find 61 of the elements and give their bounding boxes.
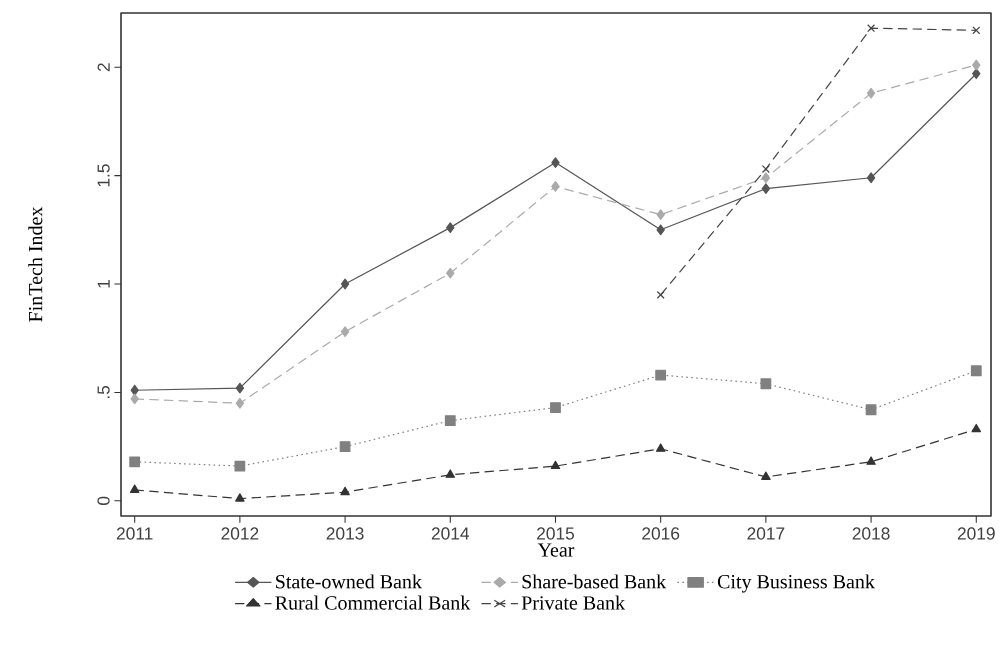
y-axis-title: FinTech Index	[28, 206, 43, 322]
point	[235, 493, 245, 502]
x-tick-label: 2016	[642, 527, 680, 540]
point	[865, 404, 877, 416]
point	[972, 59, 981, 71]
y-tick-label: 1.5	[97, 164, 110, 187]
x-tick-label: 2012	[221, 527, 259, 540]
point	[340, 486, 350, 496]
point	[130, 393, 139, 405]
x-tick-label: 2015	[537, 527, 575, 540]
point	[551, 157, 560, 168]
point	[760, 378, 772, 390]
point	[655, 443, 666, 452]
legend-label: City Business Bank	[717, 574, 875, 593]
y-tick-label: .5	[97, 385, 110, 399]
x-tick-label: 2011	[116, 527, 153, 540]
point	[129, 484, 140, 493]
x-tick-label: 2013	[326, 527, 364, 540]
point	[446, 222, 455, 234]
point	[761, 183, 771, 195]
legend-label: Share-based Bank	[522, 574, 667, 589]
legend-label: Private Bank	[521, 595, 626, 610]
y-tick-label: 1	[97, 280, 110, 288]
point	[866, 172, 876, 184]
point	[234, 460, 246, 472]
point	[761, 165, 770, 174]
point	[761, 172, 771, 184]
point	[340, 278, 350, 290]
point	[972, 26, 981, 35]
point	[445, 469, 456, 478]
point	[866, 456, 876, 465]
legend-label: Rural Commercial Bank	[275, 595, 471, 610]
legend-label: State-owned Bank	[276, 574, 422, 589]
point	[235, 397, 245, 409]
point	[971, 423, 982, 433]
point	[655, 369, 667, 381]
point	[970, 365, 982, 377]
point	[551, 181, 560, 192]
y-tick-label: 2	[97, 63, 110, 72]
point	[866, 87, 876, 99]
point	[446, 267, 455, 279]
point	[550, 402, 561, 413]
point	[972, 68, 981, 80]
x-tick-label: 2014	[431, 527, 470, 540]
x-tick-label: 2019	[957, 527, 995, 540]
point	[340, 326, 350, 338]
point	[867, 24, 876, 33]
x-tick-label: 2018	[852, 527, 890, 540]
point	[761, 471, 771, 480]
x-tick-label: 2017	[747, 527, 785, 540]
point	[656, 290, 665, 299]
point	[235, 382, 245, 394]
point	[129, 456, 141, 468]
point	[550, 460, 561, 470]
point	[130, 384, 139, 396]
y-tick-label: 0	[97, 496, 110, 505]
point	[339, 441, 351, 453]
x-axis-title: Year	[537, 543, 575, 557]
point	[656, 209, 665, 221]
point	[656, 224, 665, 236]
point	[444, 415, 456, 426]
